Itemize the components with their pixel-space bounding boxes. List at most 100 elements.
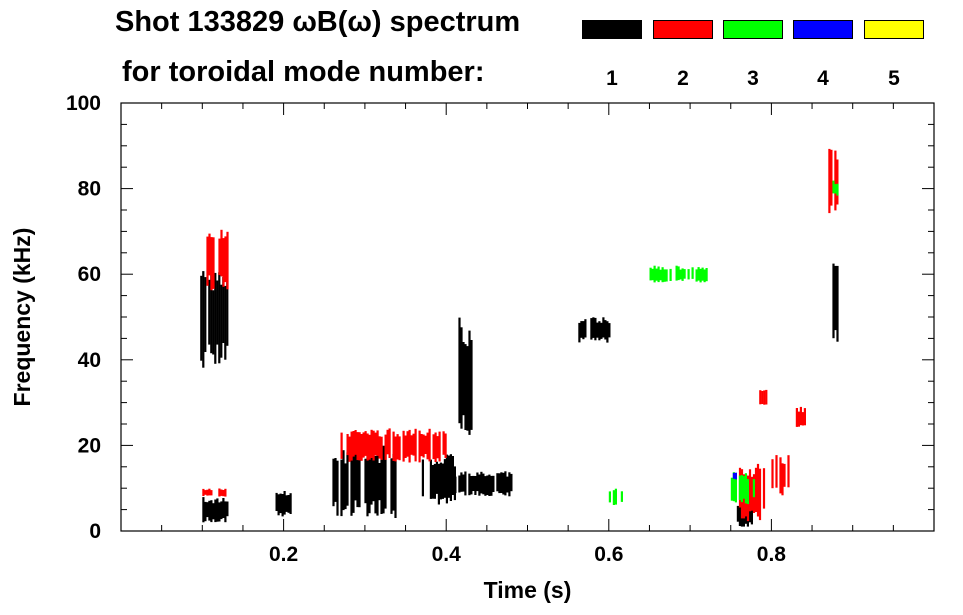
mode-1-mark	[394, 460, 397, 518]
mode-2-mark	[392, 431, 395, 461]
mode-2-mark	[834, 150, 837, 211]
mode-1-mark	[502, 472, 505, 495]
mode-1-mark	[372, 458, 375, 502]
mode-1-mark	[460, 327, 463, 429]
mode-2-mark	[801, 412, 804, 426]
mode-1-mark	[834, 265, 837, 331]
mode-1-mark	[206, 502, 209, 518]
mode-2-mark	[386, 429, 389, 455]
mode-1-mark	[224, 285, 227, 360]
mode-1-region	[458, 317, 473, 435]
mode-1-mark	[210, 270, 213, 354]
mode-2-mark	[750, 476, 754, 511]
mode-3-region	[832, 180, 839, 196]
mode-2-mark	[350, 431, 353, 461]
y-axis-label: Frequency (kHz)	[9, 228, 35, 407]
mode-1-mark	[486, 475, 489, 495]
mode-3-mark	[752, 479, 755, 498]
mode-2-mark	[226, 231, 229, 290]
mode-1-mark	[214, 272, 217, 364]
mode-2-region	[340, 428, 447, 463]
legend-label-2: 2	[677, 67, 689, 90]
mode-3-mark	[695, 269, 698, 282]
mode-1-mark	[346, 452, 349, 506]
mode-1-mark	[750, 507, 753, 525]
mode-3-mark	[734, 476, 737, 503]
mode-1-mark	[482, 473, 485, 495]
mode-3-mark	[655, 268, 658, 281]
mode-1-mark	[470, 476, 473, 495]
y-tick-label: 60	[78, 263, 101, 286]
mode-1-mark	[596, 322, 599, 338]
mode-2-mark	[428, 428, 431, 462]
mode-2-mark	[795, 408, 798, 427]
mode-1-mark	[508, 472, 511, 497]
mode-1-mark	[332, 458, 335, 507]
mode-3-mark	[834, 184, 837, 194]
mode-2-mark	[348, 436, 351, 462]
mode-2-mark	[224, 488, 227, 497]
mode-1-region	[421, 454, 456, 505]
mode-1-mark	[334, 458, 337, 502]
mode-1-mark	[344, 463, 347, 510]
mode-2-mark	[396, 434, 399, 460]
legend-label-1: 1	[606, 67, 618, 90]
mode-2-mark	[434, 432, 437, 462]
mode-2-mark	[406, 431, 409, 457]
x-tick-label: 0.6	[594, 543, 623, 566]
mode-2-mark	[224, 236, 227, 283]
mode-1-mark	[218, 272, 221, 364]
mode-3-mark	[681, 268, 684, 281]
mode-1-mark	[374, 455, 377, 514]
mode-3-mark	[661, 267, 664, 283]
mode-1-mark	[506, 476, 509, 493]
mode-1-mark	[435, 461, 438, 494]
mode-1-mark	[451, 456, 454, 495]
mode-1-mark	[384, 453, 387, 509]
title-line2: for toroidal mode number:	[122, 56, 485, 88]
mode-1-mark	[496, 473, 499, 492]
mode-3-mark	[665, 269, 668, 282]
mode-1-mark	[216, 280, 219, 345]
mode-1-mark	[340, 459, 343, 517]
mode-1-mark	[468, 473, 471, 496]
mode-1-mark	[216, 498, 219, 522]
mode-2-mark	[210, 237, 213, 291]
mode-1-mark	[594, 317, 597, 341]
mode-3-mark	[832, 180, 835, 194]
mode-1-mark	[604, 320, 607, 340]
mode-1-mark	[443, 459, 446, 498]
mode-1-mark	[390, 458, 393, 514]
mode-2-region	[795, 406, 806, 427]
mode-2-mark	[218, 488, 221, 497]
mode-3-region	[730, 472, 755, 505]
mode-3-mark	[703, 269, 706, 283]
mode-1-mark	[608, 323, 611, 338]
mode-1-mark	[364, 458, 367, 504]
mode-1-mark	[490, 475, 493, 496]
mode-1-mark	[437, 463, 440, 505]
mode-1-mark	[476, 472, 479, 492]
mode-2-mark	[828, 148, 831, 214]
mode-1-mark	[439, 462, 442, 500]
mode-2-mark	[374, 432, 377, 456]
mode-2-mark	[418, 430, 421, 463]
mode-2-mark	[748, 469, 752, 512]
mode-2-mark	[208, 488, 211, 496]
mode-2-mark	[404, 435, 407, 458]
mode-3-mark	[612, 490, 615, 505]
mode-1-mark	[336, 460, 339, 516]
mode-1-mark	[281, 494, 284, 517]
mode-3-mark	[744, 473, 747, 504]
mode-2-mark	[378, 436, 381, 459]
mode-1-mark	[208, 500, 211, 521]
mode-2-mark	[372, 430, 375, 461]
mode-2-mark	[787, 455, 790, 488]
mode-1-mark	[458, 317, 461, 424]
mode-3-mark	[691, 267, 694, 279]
mode-2-mark	[426, 432, 429, 460]
mode-2-mark	[803, 408, 806, 426]
mode-1-mark	[832, 263, 835, 339]
mode-1-mark	[454, 476, 457, 494]
mode-1-mark	[277, 494, 280, 516]
